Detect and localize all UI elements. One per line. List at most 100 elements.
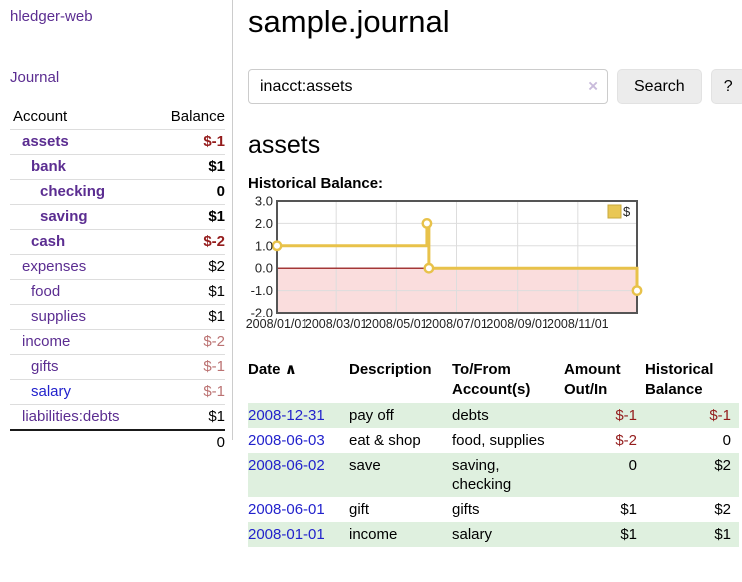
date-header[interactable]: Date ∧ — [248, 357, 349, 403]
account-balance: $1 — [151, 304, 225, 330]
balance-chart: 3.0 2.0 1.0 0.0 -1.0 -2.02008/01/012008/03/01… — [246, 194, 643, 331]
account-link-assets[interactable]: assets — [22, 133, 69, 150]
account-row: supplies $1 — [10, 304, 225, 330]
y-axis-label: -2.0 — [251, 306, 273, 321]
account-link-liabilities-debts[interactable]: liabilities:debts — [22, 408, 120, 425]
account-row: food $1 — [10, 279, 225, 305]
register-row: 2008-06-01 gift gifts $1 $2 — [248, 497, 739, 522]
sidebar: hledger-web Journal Account Balance asse… — [0, 0, 233, 454]
date-cell: 2008-12-31 — [248, 403, 349, 428]
account-row: salary $-1 — [10, 379, 225, 405]
account-cell: gifts — [10, 354, 152, 380]
account-balance: $-1 — [151, 354, 225, 380]
account-link-income[interactable]: income — [22, 333, 71, 350]
accounts-header-row: Account Balance — [10, 105, 225, 130]
app: hledger-web Journal Account Balance asse… — [0, 0, 742, 547]
search-form: × Search ? — [248, 69, 742, 104]
account-link-saving[interactable]: saving — [40, 208, 88, 225]
amount-cell: $1 — [620, 501, 637, 518]
account-link-expenses[interactable]: expenses — [22, 258, 87, 275]
chart-border — [276, 200, 638, 314]
accounts-total-spacer — [10, 429, 152, 454]
y-axis-label: 3.0 — [255, 194, 273, 209]
account-row: liabilities:debts $1 — [10, 404, 225, 430]
account-link-cash[interactable]: cash — [31, 233, 66, 250]
amount-cell: $-1 — [564, 403, 645, 428]
account-row: income $-2 — [10, 329, 225, 355]
x-axis-label: 2008/03/01 — [305, 317, 368, 331]
clear-search-icon[interactable]: × — [588, 76, 598, 96]
account-cell: cash — [10, 229, 152, 255]
account-cell: assets — [10, 129, 152, 155]
chart-title: Historical Balance: — [248, 175, 384, 192]
account-cell: supplies — [10, 304, 152, 330]
chart-marker — [423, 262, 435, 274]
account-cell: income — [10, 329, 152, 355]
account-link-supplies[interactable]: supplies — [31, 308, 87, 325]
page-title: sample.journal — [248, 4, 450, 39]
accounts-total-row: 0 — [10, 429, 225, 454]
balance-cell: $1 — [645, 522, 739, 547]
transaction-date-link[interactable]: 2008-06-01 — [248, 501, 325, 518]
transaction-date-link[interactable]: 2008-12-31 — [248, 407, 325, 424]
account-balance: $-1 — [151, 129, 225, 155]
search-input[interactable] — [248, 69, 608, 104]
legend-label: $ — [623, 204, 631, 219]
chart-marker — [271, 240, 283, 252]
register-row: 2008-06-03 eat & shop food, supplies $-2 0 — [248, 428, 739, 453]
accounts-cell: food, supplies — [452, 432, 545, 449]
x-axis-label-bg — [365, 317, 428, 331]
account-row: assets $-1 — [10, 129, 225, 155]
x-axis-label-bg — [305, 317, 368, 331]
description-header: Description — [349, 361, 432, 378]
description-cell: pay off — [349, 403, 452, 428]
account-row: checking 0 — [10, 179, 225, 205]
transaction-date-link[interactable]: 2008-06-02 — [248, 457, 325, 474]
description-cell: income — [349, 522, 452, 547]
search-button[interactable]: Search — [617, 69, 702, 104]
amount-header: Amount Out/In — [564, 357, 645, 403]
x-axis-label: 2008/01/01 — [246, 317, 309, 331]
account-balance: $1 — [151, 204, 225, 230]
account-heading: assets — [248, 131, 321, 159]
sort-asc-icon[interactable]: ∧ — [284, 361, 297, 378]
register-row: 2008-01-01 income salary $1 $1 — [248, 522, 739, 547]
date-cell: 2008-06-03 — [248, 428, 349, 453]
balance-cell: $-1 — [645, 403, 739, 428]
chart-marker — [421, 218, 433, 229]
balance-cell: $2 — [714, 501, 731, 518]
sidebar-item-journal[interactable]: Journal — [10, 69, 60, 86]
help-button[interactable]: ? — [710, 69, 742, 104]
account-cell: salary — [10, 379, 152, 405]
chart-marker — [631, 285, 643, 297]
transaction-date-link[interactable]: 2008-06-03 — [248, 432, 325, 449]
balance-cell: 0 — [722, 432, 731, 449]
description-cell: save — [349, 453, 452, 497]
y-axis-label: -1.0 — [251, 283, 273, 298]
account-link-food[interactable]: food — [31, 283, 61, 300]
transaction-date-link[interactable]: 2008-01-01 — [248, 526, 325, 543]
register-table: Date ∧ Description To/From Account(s) Amo… — [248, 357, 739, 547]
account-link-bank[interactable]: bank — [31, 158, 67, 175]
description-cell: gift — [349, 501, 370, 518]
balance-cell: $2 — [645, 453, 739, 497]
x-axis-label-bg — [425, 317, 488, 331]
date-header-label: Date — [248, 361, 281, 378]
account-link-checking[interactable]: checking — [40, 183, 106, 200]
account-balance: $2 — [151, 254, 225, 280]
amount-cell: $1 — [564, 522, 645, 547]
date-cell: 2008-06-02 — [248, 453, 349, 497]
account-cell: liabilities:debts — [10, 404, 152, 430]
x-axis-label-bg — [546, 317, 609, 331]
app-title-link[interactable]: hledger-web — [10, 8, 93, 25]
date-cell: 2008-06-01 — [248, 497, 349, 522]
account-link-salary[interactable]: salary — [31, 383, 72, 400]
account-cell: saving — [10, 204, 152, 230]
sidebar-nav: Journal — [10, 69, 232, 86]
accounts-header-line1: To/From — [452, 361, 511, 378]
account-link-gifts[interactable]: gifts — [31, 358, 59, 375]
account-balance: 0 — [151, 179, 225, 205]
legend-swatch-icon — [607, 204, 622, 219]
main-content: sample.journal × Search ? assets Histori… — [233, 0, 742, 547]
account-balance: $1 — [151, 154, 225, 180]
